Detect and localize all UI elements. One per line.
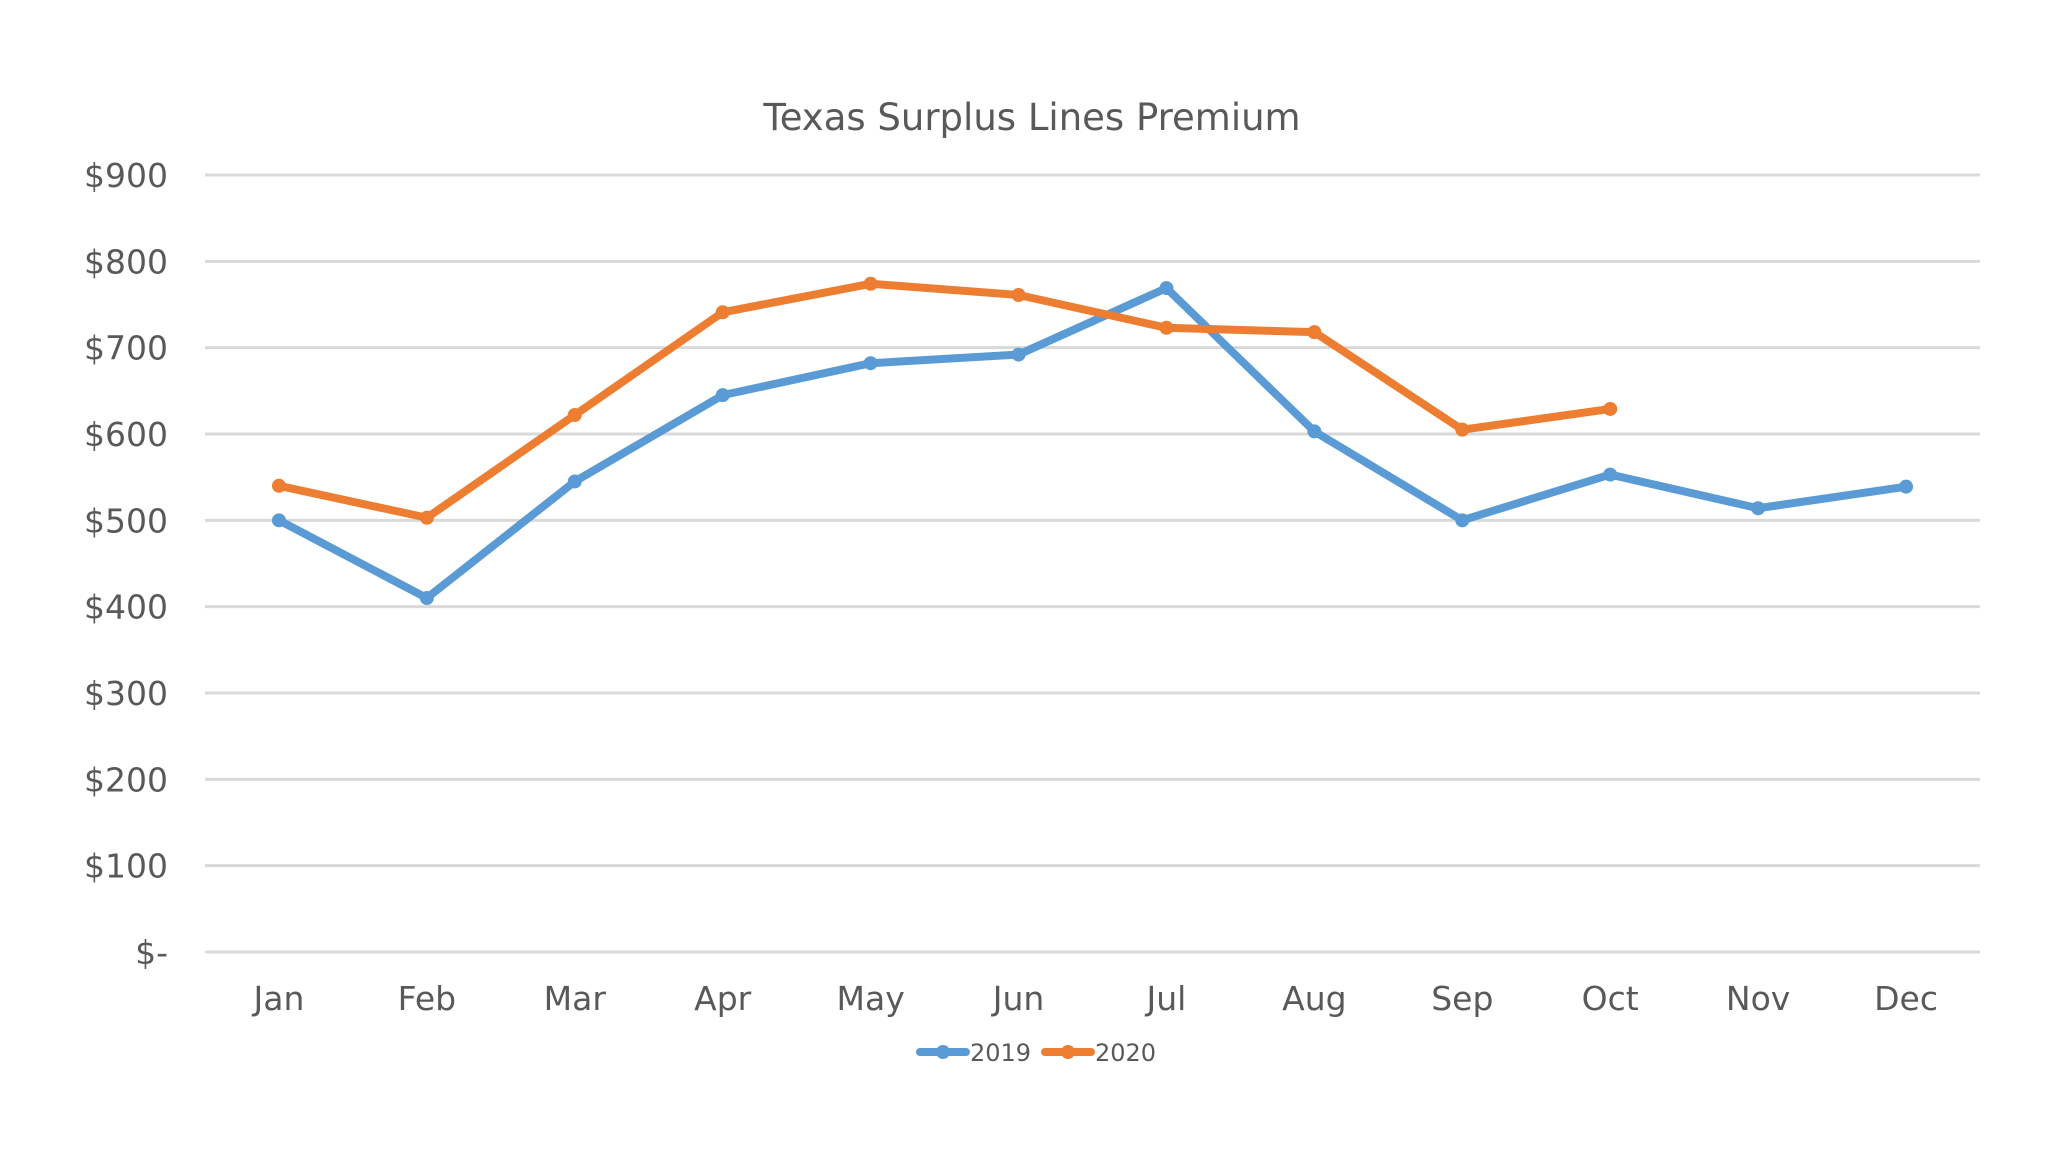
legend: 2019 2020 xyxy=(916,1039,1156,1067)
data-point xyxy=(419,591,434,606)
y-tick-label: $700 xyxy=(84,329,168,368)
data-point xyxy=(1899,479,1914,494)
series-lines xyxy=(271,276,1914,606)
gridlines xyxy=(205,173,1980,954)
x-tick-label: Apr xyxy=(694,979,752,1018)
legend-label: 2019 xyxy=(970,1039,1031,1067)
data-point xyxy=(1011,288,1026,303)
data-point xyxy=(715,388,730,403)
legend-item: 2019 xyxy=(916,1039,1031,1067)
y-tick-label: $100 xyxy=(84,847,168,886)
data-point xyxy=(1751,501,1766,516)
x-tick-label: Oct xyxy=(1582,979,1639,1018)
data-point xyxy=(567,408,582,423)
legend-marker xyxy=(936,1045,950,1059)
x-tick-label: Mar xyxy=(544,979,607,1018)
data-point xyxy=(1603,401,1618,416)
x-tick-label: Jun xyxy=(991,979,1045,1018)
data-point xyxy=(863,276,878,291)
y-tick-label: $400 xyxy=(84,588,168,627)
y-axis-ticks: $- $100 $200 $300 $400 $500 $600 $700 $800 $900 xyxy=(84,156,168,972)
y-tick-label: $- xyxy=(135,933,168,972)
y-tick-label: $500 xyxy=(84,501,168,540)
y-tick-label: $200 xyxy=(84,760,168,799)
legend-marker xyxy=(1061,1045,1075,1059)
chart-title: Texas Surplus Lines Premium xyxy=(762,96,1300,139)
series-2019 xyxy=(271,281,1914,606)
series-line xyxy=(274,279,1615,522)
legend-label: 2020 xyxy=(1095,1039,1156,1067)
data-point xyxy=(715,305,730,320)
x-tick-label: Sep xyxy=(1431,979,1493,1018)
data-point xyxy=(1159,320,1174,335)
data-point xyxy=(863,356,878,371)
data-point xyxy=(271,478,286,493)
data-point xyxy=(419,510,434,525)
data-point xyxy=(1159,281,1174,296)
y-tick-label: $900 xyxy=(84,156,168,195)
x-tick-label: Jan xyxy=(252,979,305,1018)
x-tick-label: Jul xyxy=(1145,979,1187,1018)
x-tick-label: Feb xyxy=(398,979,456,1018)
x-tick-label: May xyxy=(837,979,905,1018)
legend-item: 2020 xyxy=(1041,1039,1156,1067)
y-tick-label: $600 xyxy=(84,415,168,454)
data-point xyxy=(1455,513,1470,528)
data-point xyxy=(1307,325,1322,340)
data-point xyxy=(1455,422,1470,437)
x-tick-label: Nov xyxy=(1726,979,1790,1018)
data-point xyxy=(567,474,582,489)
series-line xyxy=(274,284,1911,603)
data-point xyxy=(1307,424,1322,439)
y-tick-label: $800 xyxy=(84,242,168,281)
x-axis-ticks: Jan Feb Mar Apr May Jun Jul Aug Sep Oct Nov Dec xyxy=(252,979,1938,1018)
series-2020 xyxy=(271,276,1618,525)
data-point xyxy=(1011,347,1026,362)
x-tick-label: Aug xyxy=(1282,979,1346,1018)
data-point xyxy=(271,513,286,528)
data-point xyxy=(1603,467,1618,482)
x-tick-label: Dec xyxy=(1874,979,1938,1018)
y-tick-label: $300 xyxy=(84,674,168,713)
